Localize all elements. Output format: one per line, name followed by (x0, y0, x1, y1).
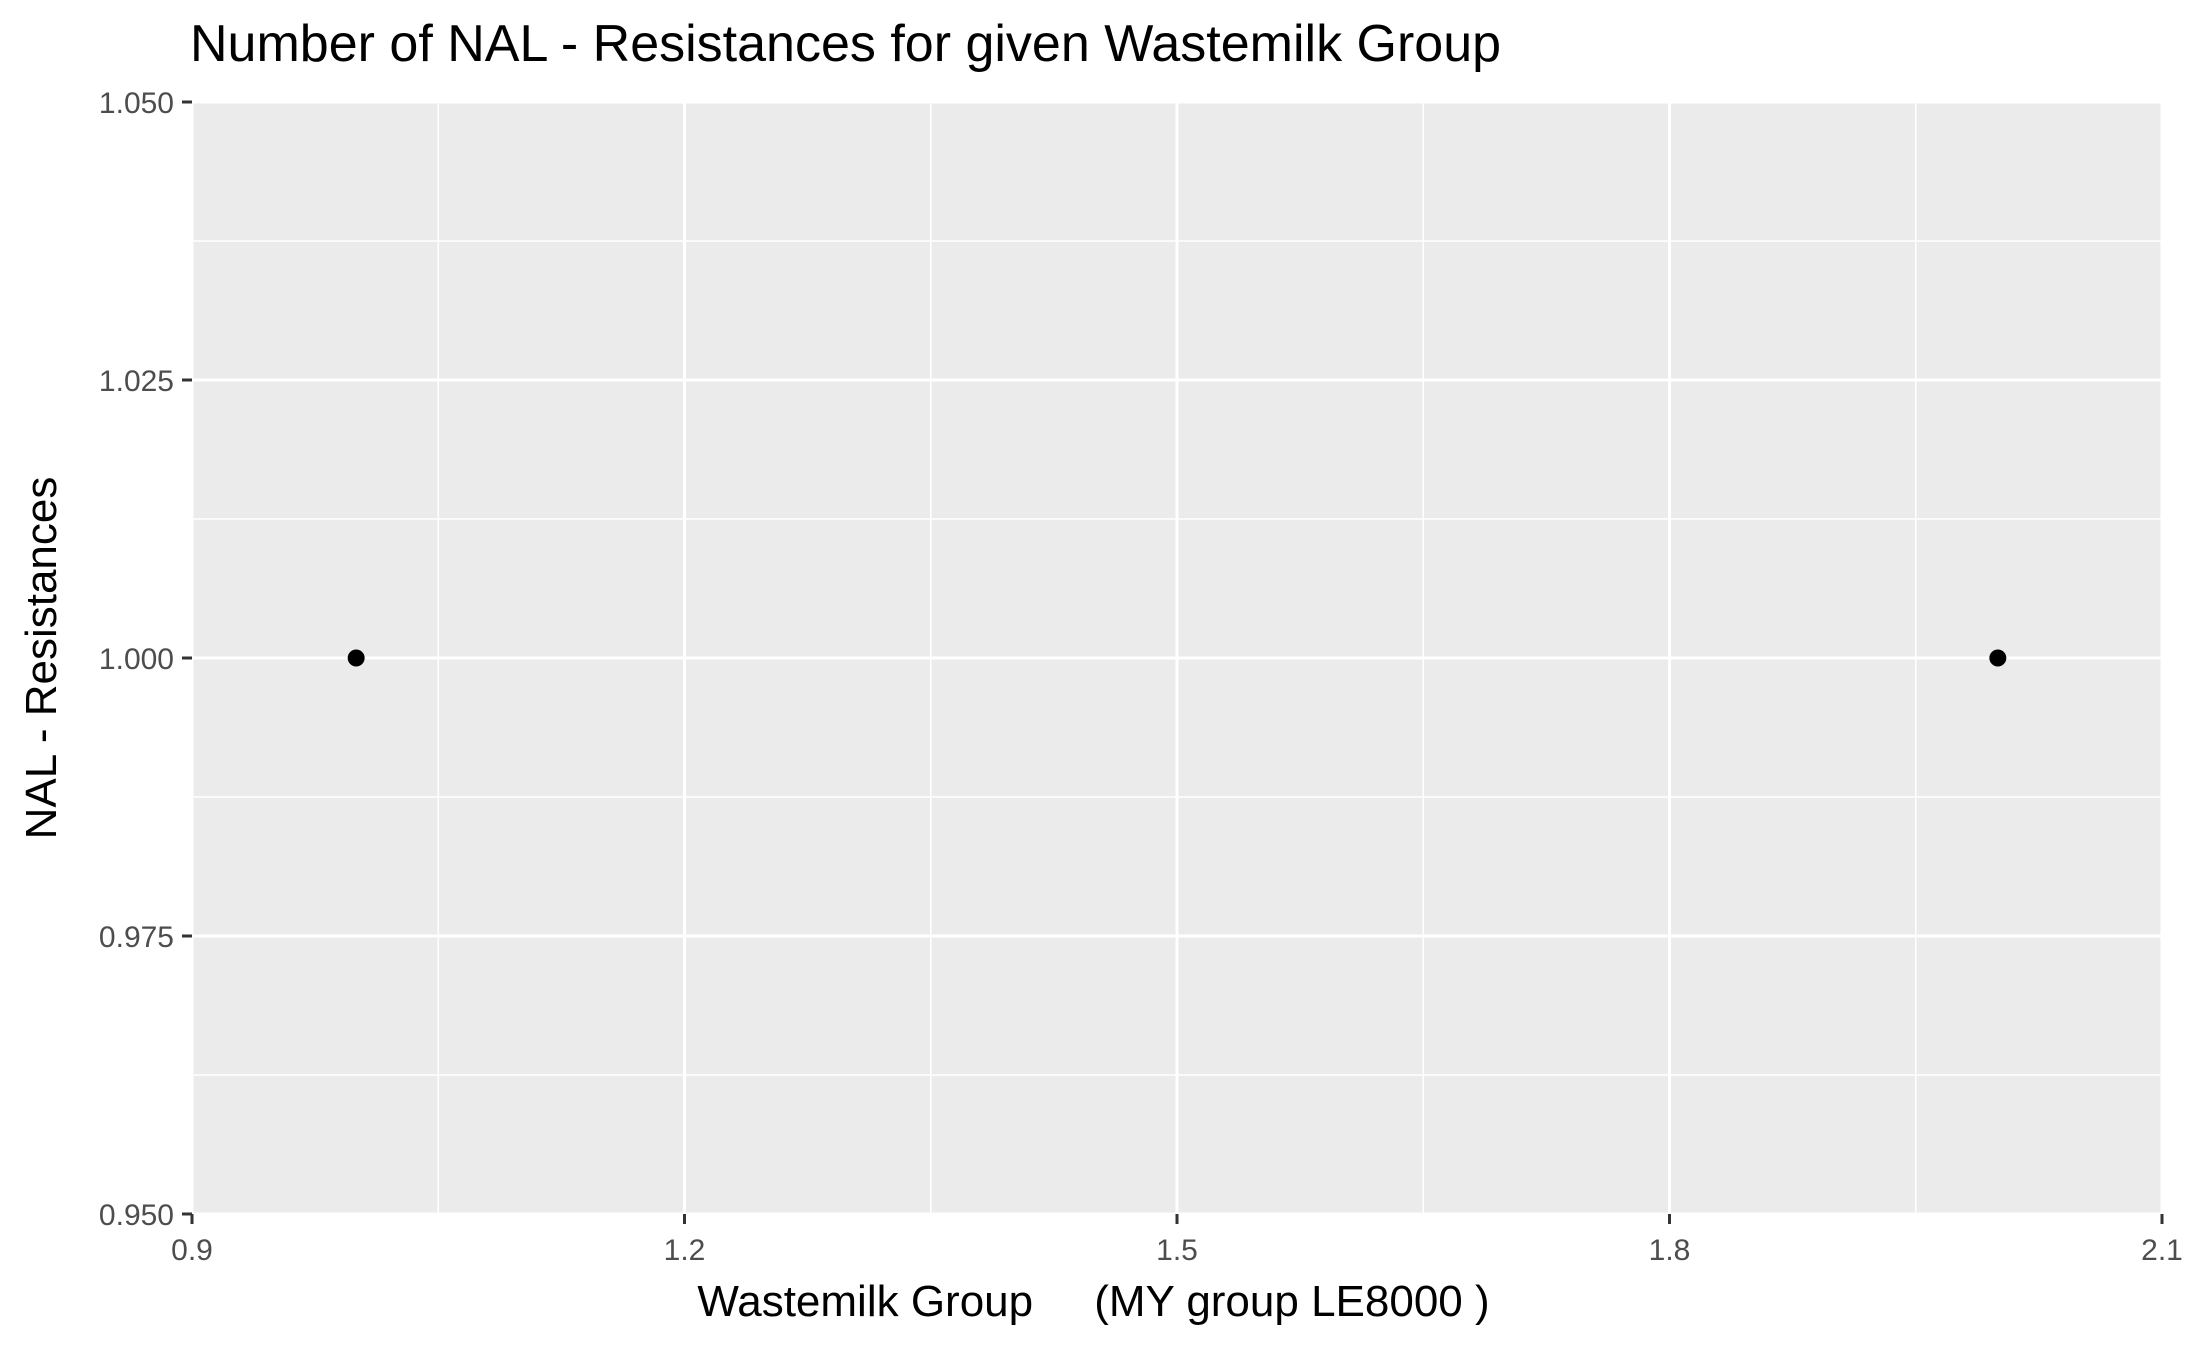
y-axis: 0.950 0.975 1.000 1.025 1.050 (99, 87, 192, 1232)
chart-title: Number of NAL - Resistances for given Wa… (190, 15, 1502, 73)
data-point (347, 649, 365, 667)
x-tick-label: 2.1 (2141, 1234, 2183, 1267)
data-point (1989, 649, 2007, 667)
data-points (347, 649, 2007, 667)
x-tick-label: 1.2 (664, 1234, 706, 1267)
x-axis-label: Wastemilk Group (MY group LE8000 ) (697, 1277, 1490, 1326)
y-tick-label: 1.000 (99, 643, 174, 676)
x-axis: 0.9 1.2 1.5 1.8 2.1 (171, 1214, 2183, 1267)
x-tick-label: 1.5 (1156, 1234, 1198, 1267)
x-tick-label: 0.9 (171, 1234, 213, 1267)
y-tick-label: 1.025 (99, 365, 174, 398)
y-tick-label: 1.050 (99, 87, 174, 120)
y-axis-label: NAL - Resistances (17, 476, 66, 840)
y-tick-label: 0.975 (99, 921, 174, 954)
x-tick-label: 1.8 (1649, 1234, 1691, 1267)
y-tick-label: 0.950 (99, 1199, 174, 1232)
major-gridlines (190, 100, 2164, 1216)
